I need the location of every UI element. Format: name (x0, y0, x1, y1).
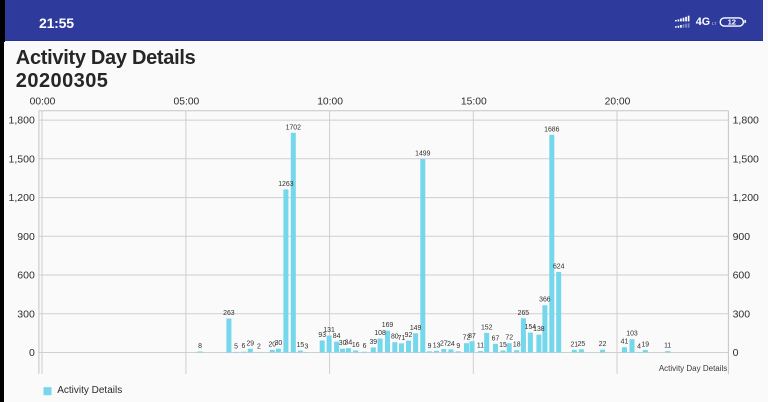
svg-text:Activity Day Details: Activity Day Details (659, 364, 727, 373)
svg-text:LT: LT (711, 21, 716, 26)
svg-text:1686: 1686 (544, 126, 559, 133)
svg-text:1702: 1702 (286, 124, 301, 131)
svg-text:1,800: 1,800 (733, 115, 759, 127)
svg-text:72: 72 (505, 335, 513, 342)
svg-text:900: 900 (17, 231, 35, 243)
svg-text:1499: 1499 (415, 151, 430, 158)
svg-text:9: 9 (428, 343, 432, 350)
svg-text:600: 600 (17, 270, 35, 282)
svg-text:4: 4 (637, 344, 641, 351)
svg-text:11: 11 (477, 343, 484, 350)
svg-text:67: 67 (492, 335, 500, 342)
svg-text:27: 27 (440, 341, 448, 348)
svg-text:92: 92 (405, 332, 413, 339)
svg-text:30: 30 (339, 340, 347, 347)
svg-text:624: 624 (553, 263, 565, 270)
svg-text:154: 154 (525, 324, 537, 331)
svg-text:05:00: 05:00 (174, 97, 200, 108)
svg-text:00:00: 00:00 (30, 97, 56, 108)
svg-text:18: 18 (513, 342, 521, 349)
svg-text:20: 20 (268, 341, 276, 348)
svg-text:152: 152 (481, 324, 493, 331)
svg-text:300: 300 (17, 308, 35, 320)
svg-text:8: 8 (198, 343, 202, 350)
svg-text:0: 0 (29, 347, 35, 359)
svg-text:6: 6 (363, 343, 367, 350)
svg-text:2: 2 (257, 344, 261, 351)
svg-text:265: 265 (518, 310, 530, 317)
svg-text:30: 30 (275, 340, 283, 347)
svg-text:80: 80 (391, 334, 399, 341)
svg-text:15: 15 (297, 342, 305, 349)
svg-text:1,200: 1,200 (733, 192, 759, 204)
svg-text:1,800: 1,800 (9, 115, 35, 127)
svg-text:300: 300 (733, 308, 751, 320)
svg-text:93: 93 (318, 332, 326, 339)
svg-text:15: 15 (499, 342, 507, 349)
svg-text:20:00: 20:00 (605, 97, 631, 108)
svg-text:6: 6 (241, 343, 245, 350)
svg-text:29: 29 (246, 340, 254, 347)
svg-text:72: 72 (463, 335, 471, 342)
svg-text:263: 263 (223, 310, 235, 317)
svg-text:10:00: 10:00 (317, 97, 343, 108)
svg-text:138: 138 (533, 326, 545, 333)
svg-text:1,500: 1,500 (9, 153, 35, 165)
svg-text:366: 366 (539, 297, 551, 304)
svg-text:21: 21 (570, 341, 578, 348)
svg-text:39: 39 (369, 339, 377, 346)
svg-text:22: 22 (599, 341, 607, 348)
svg-text:12: 12 (727, 18, 735, 27)
svg-text:34: 34 (345, 340, 353, 347)
svg-text:149: 149 (410, 325, 422, 332)
svg-text:5: 5 (234, 343, 238, 350)
svg-text:87: 87 (468, 333, 476, 340)
svg-text:131: 131 (323, 327, 335, 334)
svg-text:41: 41 (621, 339, 629, 346)
svg-text:1263: 1263 (278, 181, 293, 188)
svg-text:4G: 4G (695, 16, 709, 28)
svg-text:1,200: 1,200 (9, 192, 35, 204)
svg-text:0: 0 (733, 347, 739, 359)
svg-text:600: 600 (733, 270, 751, 282)
svg-text:11: 11 (664, 343, 671, 350)
svg-text:13: 13 (433, 342, 441, 349)
svg-text:84: 84 (333, 333, 341, 340)
svg-text:169: 169 (382, 322, 394, 329)
svg-text:15:00: 15:00 (461, 97, 487, 108)
svg-text:3: 3 (304, 344, 308, 351)
svg-text:103: 103 (626, 331, 638, 338)
svg-text:Activity Details: Activity Details (57, 385, 122, 396)
svg-text:108: 108 (374, 330, 386, 337)
svg-text:9: 9 (456, 343, 460, 350)
svg-text:16: 16 (352, 342, 360, 349)
svg-text:1,500: 1,500 (733, 153, 759, 165)
svg-text:24: 24 (447, 341, 455, 348)
svg-text:71: 71 (398, 335, 406, 342)
svg-text:25: 25 (578, 341, 586, 348)
svg-text:19: 19 (641, 342, 649, 349)
svg-text:900: 900 (733, 231, 751, 243)
